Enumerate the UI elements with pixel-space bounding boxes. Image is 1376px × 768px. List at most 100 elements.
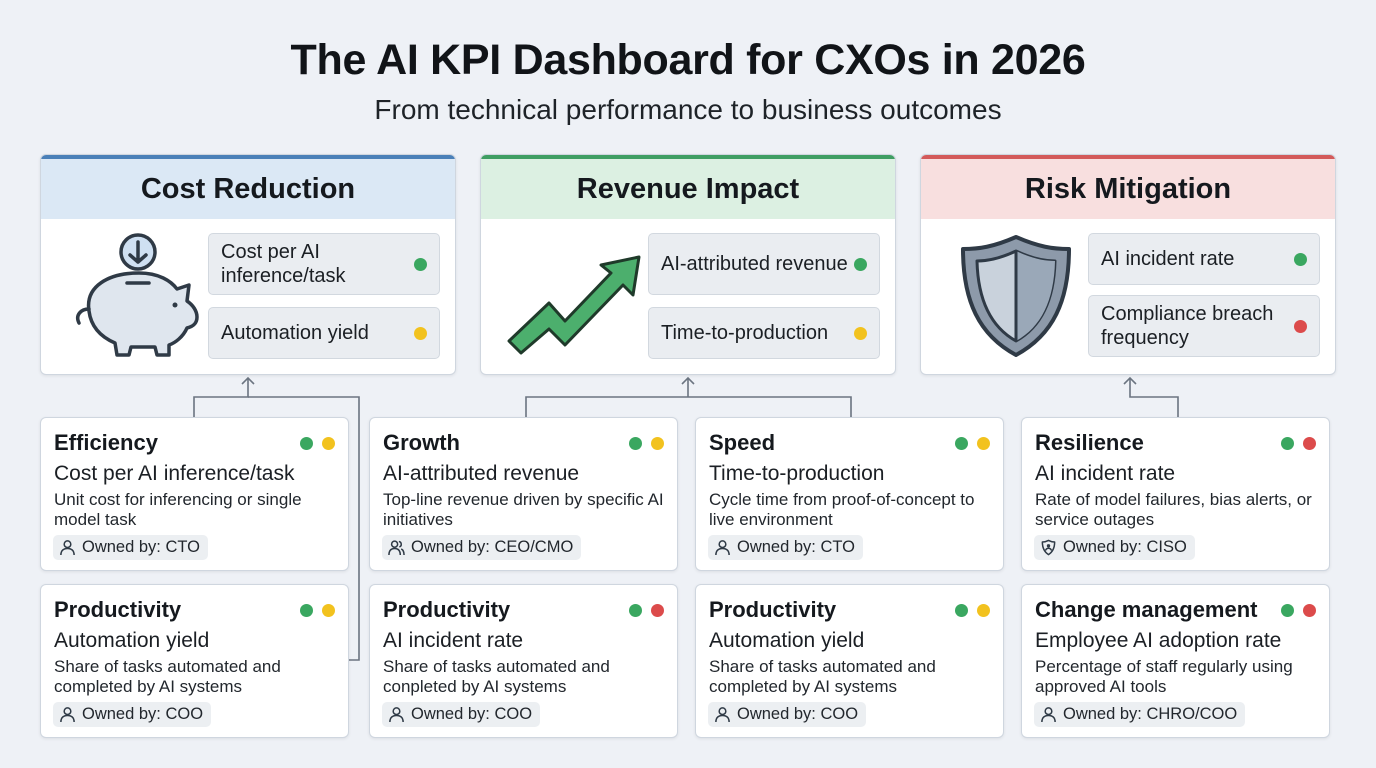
- kpi-card-growth: Growth AI-attributed revenue Top-line re…: [369, 417, 678, 571]
- status-dot-green: [955, 436, 968, 450]
- kpi-card-resilience: Resilience AI incident rate Rate of mode…: [1021, 417, 1330, 571]
- owner-label: Owned by: CISO: [1063, 538, 1187, 556]
- status-dot-red: [1294, 319, 1307, 333]
- owner-label: Owned by: CEO/CMO: [411, 538, 574, 556]
- metric-label: Time-to-production: [661, 322, 829, 344]
- category-card-revenue-impact: Revenue Impact AI-attributed revenue Tim…: [480, 154, 896, 375]
- kpi-metric: Cost per AI inference/task: [54, 462, 295, 485]
- kpi-card-productivity: Productivity AI incident rate Share of t…: [369, 584, 678, 738]
- kpi-description: Rate of model failures, bias alerts, or …: [1035, 490, 1312, 529]
- owner-badge: Owned by: COO: [708, 702, 867, 727]
- status-dot-yellow: [977, 603, 990, 617]
- kpi-description: Share of tasks automated and completed b…: [709, 657, 936, 696]
- kpi-description: Share of tasks automated and conpleted b…: [383, 657, 610, 696]
- category-title: Cost Reduction: [41, 155, 455, 219]
- kpi-name: Productivity: [54, 597, 182, 622]
- page-subtitle: From technical performance to business o…: [374, 94, 1002, 125]
- category-title: Risk Mitigation: [921, 155, 1335, 219]
- metric-pill: AI incident rate: [1088, 233, 1320, 285]
- page-title: The AI KPI Dashboard for CXOs in 2026: [290, 36, 1086, 84]
- metric-pill: Automation yield: [208, 307, 440, 359]
- owner-badge: Owned by: CISO: [1034, 535, 1195, 560]
- kpi-metric: Time-to-production: [709, 462, 885, 485]
- kpi-name: Efficiency: [54, 430, 158, 455]
- status-dot-green: [854, 257, 867, 271]
- kpi-card-efficiency: Efficiency Cost per AI inference/task Un…: [40, 417, 349, 571]
- kpi-card-productivity: Productivity Automation yield Share of t…: [40, 584, 349, 738]
- kpi-description: Share of tasks automated and completed b…: [54, 657, 281, 696]
- metric-pill: Time-to-production: [648, 307, 880, 359]
- status-dot-green: [629, 603, 642, 617]
- owner-label: Owned by: COO: [411, 705, 533, 723]
- status-dot-red: [1303, 603, 1316, 617]
- person-icon: [60, 540, 75, 556]
- category-card-cost-reduction: Cost Reduction Cost per AI inference/tas…: [40, 154, 456, 375]
- kpi-name: Growth: [383, 430, 460, 455]
- status-dot-yellow: [651, 436, 664, 450]
- metric-pill: Cost per AI inference/task: [208, 233, 440, 295]
- trend-up-arrow-icon: [507, 255, 641, 355]
- kpi-name: Resilience: [1035, 430, 1144, 455]
- metric-label: AI-attributed revenue: [661, 253, 848, 275]
- kpi-description: Top-line revenue driven by specific AI i…: [383, 490, 664, 529]
- owner-label: Owned by: CHRO/COO: [1063, 705, 1238, 723]
- kpi-name: Speed: [709, 430, 776, 455]
- shield-icon: [961, 235, 1071, 357]
- kpi-metric: AI-attributed revenue: [383, 462, 580, 485]
- status-dot-green: [414, 257, 427, 271]
- person-icon: [715, 707, 730, 723]
- status-dot-yellow: [854, 326, 867, 340]
- owner-badge: Owned by: CTO: [708, 535, 863, 560]
- owner-label: Owned by: CTO: [737, 538, 855, 556]
- piggy-bank-icon: [76, 233, 199, 357]
- owner-label: Owned by: COO: [82, 705, 204, 723]
- metric-label: AI incident rate: [1101, 248, 1235, 270]
- status-dot-green: [955, 603, 968, 617]
- kpi-metric: AI incident rate: [383, 629, 524, 652]
- status-dot-green: [300, 436, 313, 450]
- kpi-card-speed: Speed Time-to-production Cycle time from…: [695, 417, 1004, 571]
- kpi-metric: Automation yield: [54, 629, 210, 652]
- status-dot-yellow: [414, 326, 427, 340]
- kpi-description: Unit cost for inferencing or single mode…: [54, 490, 302, 529]
- kpi-name: Productivity: [383, 597, 511, 622]
- metric-pill: Compliance breach frequency: [1088, 295, 1320, 357]
- owner-badge: Owned by: CHRO/COO: [1034, 702, 1246, 727]
- owner-badge: Owned by: COO: [382, 702, 541, 727]
- person-icon: [389, 707, 404, 723]
- status-dot-yellow: [322, 603, 335, 617]
- status-dot-green: [1281, 603, 1294, 617]
- kpi-name: Productivity: [709, 597, 837, 622]
- status-dot-green: [300, 603, 313, 617]
- owner-label: Owned by: COO: [737, 705, 859, 723]
- people-icon: [388, 540, 405, 556]
- status-dot-green: [629, 436, 642, 450]
- metric-label: Automation yield: [221, 322, 369, 344]
- kpi-metric: Automation yield: [709, 629, 865, 652]
- metric-label: Cost per AI inference/task: [221, 241, 346, 287]
- owner-badge: Owned by: CTO: [53, 535, 208, 560]
- shield-badge-icon: [1041, 539, 1056, 556]
- kpi-description: Percentage of staff regularly using appr…: [1035, 657, 1293, 696]
- person-icon: [60, 707, 75, 723]
- metric-label: Compliance breach frequency: [1101, 303, 1274, 349]
- status-dot-green: [1294, 252, 1307, 266]
- category-card-risk-mitigation: Risk Mitigation AI incident rate Complia…: [920, 154, 1336, 375]
- status-dot-red: [1303, 436, 1316, 450]
- kpi-metric: Employee AI adoption rate: [1035, 629, 1282, 652]
- status-dot-red: [651, 603, 664, 617]
- owner-badge: Owned by: CEO/CMO: [382, 535, 582, 560]
- kpi-name: Change management: [1035, 597, 1258, 622]
- person-icon: [715, 540, 730, 556]
- status-dot-yellow: [977, 436, 990, 450]
- owner-label: Owned by: CTO: [82, 538, 200, 556]
- kpi-card-change-management: Change management Employee AI adoption r…: [1021, 584, 1330, 738]
- status-dot-green: [1281, 436, 1294, 450]
- kpi-metric: AI incident rate: [1035, 462, 1176, 485]
- category-title: Revenue Impact: [481, 155, 895, 219]
- status-dot-yellow: [322, 436, 335, 450]
- person-icon: [1041, 707, 1056, 723]
- kpi-card-productivity: Productivity Automation yield Share of t…: [695, 584, 1004, 738]
- owner-badge: Owned by: COO: [53, 702, 212, 727]
- kpi-description: Cycle time from proof-of-concept to live…: [709, 490, 975, 529]
